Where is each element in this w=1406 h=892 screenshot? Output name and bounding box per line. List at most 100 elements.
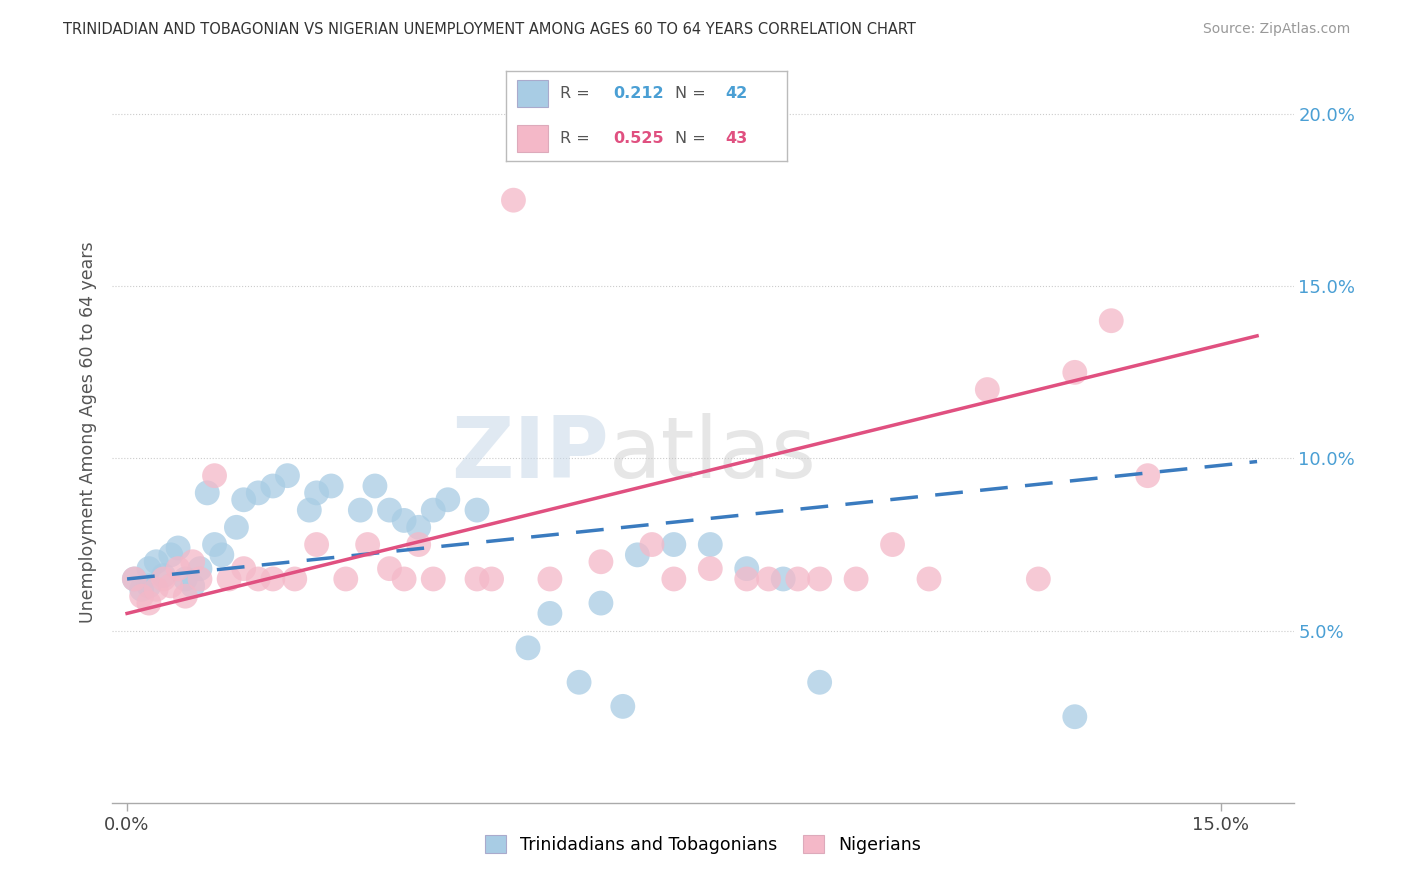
Point — [247, 572, 270, 586]
Point — [211, 548, 233, 562]
Point — [188, 572, 211, 586]
Point — [641, 537, 664, 551]
Point — [437, 492, 460, 507]
Point — [167, 541, 190, 555]
Point — [218, 572, 240, 586]
Point — [626, 548, 648, 562]
Point — [138, 561, 160, 575]
Point — [232, 492, 254, 507]
Point — [262, 479, 284, 493]
Point — [662, 572, 685, 586]
Point — [465, 572, 488, 586]
Point — [159, 579, 181, 593]
Point — [225, 520, 247, 534]
Point — [364, 479, 387, 493]
Point — [422, 572, 444, 586]
Text: 0.525: 0.525 — [613, 131, 664, 145]
Point — [589, 555, 612, 569]
Point — [662, 537, 685, 551]
Point — [538, 607, 561, 621]
Point — [392, 572, 415, 586]
Point — [349, 503, 371, 517]
Text: N =: N = — [675, 87, 711, 101]
Point — [882, 537, 904, 551]
Point — [305, 486, 328, 500]
Point — [1136, 468, 1159, 483]
Point — [845, 572, 868, 586]
Point — [568, 675, 591, 690]
Point — [699, 561, 721, 575]
FancyBboxPatch shape — [517, 125, 548, 152]
Point — [247, 486, 270, 500]
Point — [181, 555, 204, 569]
Point — [152, 572, 174, 586]
Point — [422, 503, 444, 517]
Point — [502, 193, 524, 207]
Text: 42: 42 — [725, 87, 748, 101]
Point — [138, 596, 160, 610]
Point — [786, 572, 808, 586]
Point — [1063, 365, 1085, 379]
Point — [408, 537, 430, 551]
Point — [152, 568, 174, 582]
Point — [1028, 572, 1050, 586]
Point — [124, 572, 146, 586]
Point — [195, 486, 218, 500]
Point — [131, 582, 153, 597]
FancyBboxPatch shape — [517, 80, 548, 107]
Point — [298, 503, 321, 517]
Text: N =: N = — [675, 131, 711, 145]
Point — [538, 572, 561, 586]
Point — [735, 572, 758, 586]
Point — [188, 561, 211, 575]
Point — [174, 572, 197, 586]
Point — [699, 537, 721, 551]
Y-axis label: Unemployment Among Ages 60 to 64 years: Unemployment Among Ages 60 to 64 years — [79, 242, 97, 624]
Point — [735, 561, 758, 575]
Point — [356, 537, 378, 551]
Text: R =: R = — [560, 87, 595, 101]
Text: R =: R = — [560, 131, 595, 145]
Point — [145, 582, 167, 597]
Point — [758, 572, 780, 586]
Point — [481, 572, 503, 586]
Point — [284, 572, 307, 586]
Point — [408, 520, 430, 534]
Text: 0.212: 0.212 — [613, 87, 664, 101]
Point — [181, 579, 204, 593]
Point — [1099, 314, 1122, 328]
Point — [918, 572, 941, 586]
Point — [589, 596, 612, 610]
Text: TRINIDADIAN AND TOBAGONIAN VS NIGERIAN UNEMPLOYMENT AMONG AGES 60 TO 64 YEARS CO: TRINIDADIAN AND TOBAGONIAN VS NIGERIAN U… — [63, 22, 917, 37]
Point — [335, 572, 357, 586]
Point — [124, 572, 146, 586]
Point — [167, 561, 190, 575]
Point — [204, 537, 226, 551]
Text: atlas: atlas — [609, 413, 817, 496]
Point — [321, 479, 343, 493]
Point — [262, 572, 284, 586]
Point — [138, 579, 160, 593]
Point — [232, 561, 254, 575]
Point — [131, 589, 153, 603]
Point — [378, 503, 401, 517]
Point — [378, 561, 401, 575]
Point — [517, 640, 540, 655]
Point — [305, 537, 328, 551]
Point — [1063, 709, 1085, 723]
Text: Source: ZipAtlas.com: Source: ZipAtlas.com — [1202, 22, 1350, 37]
Point — [174, 589, 197, 603]
Text: ZIP: ZIP — [451, 413, 609, 496]
Point — [145, 555, 167, 569]
Point — [808, 572, 831, 586]
Point — [276, 468, 298, 483]
Point — [976, 383, 998, 397]
Point — [204, 468, 226, 483]
Point — [808, 675, 831, 690]
Point — [465, 503, 488, 517]
Text: 43: 43 — [725, 131, 748, 145]
Point — [159, 548, 181, 562]
Point — [612, 699, 634, 714]
Point — [392, 513, 415, 527]
Legend: Trinidadians and Tobagonians, Nigerians: Trinidadians and Tobagonians, Nigerians — [478, 828, 928, 861]
